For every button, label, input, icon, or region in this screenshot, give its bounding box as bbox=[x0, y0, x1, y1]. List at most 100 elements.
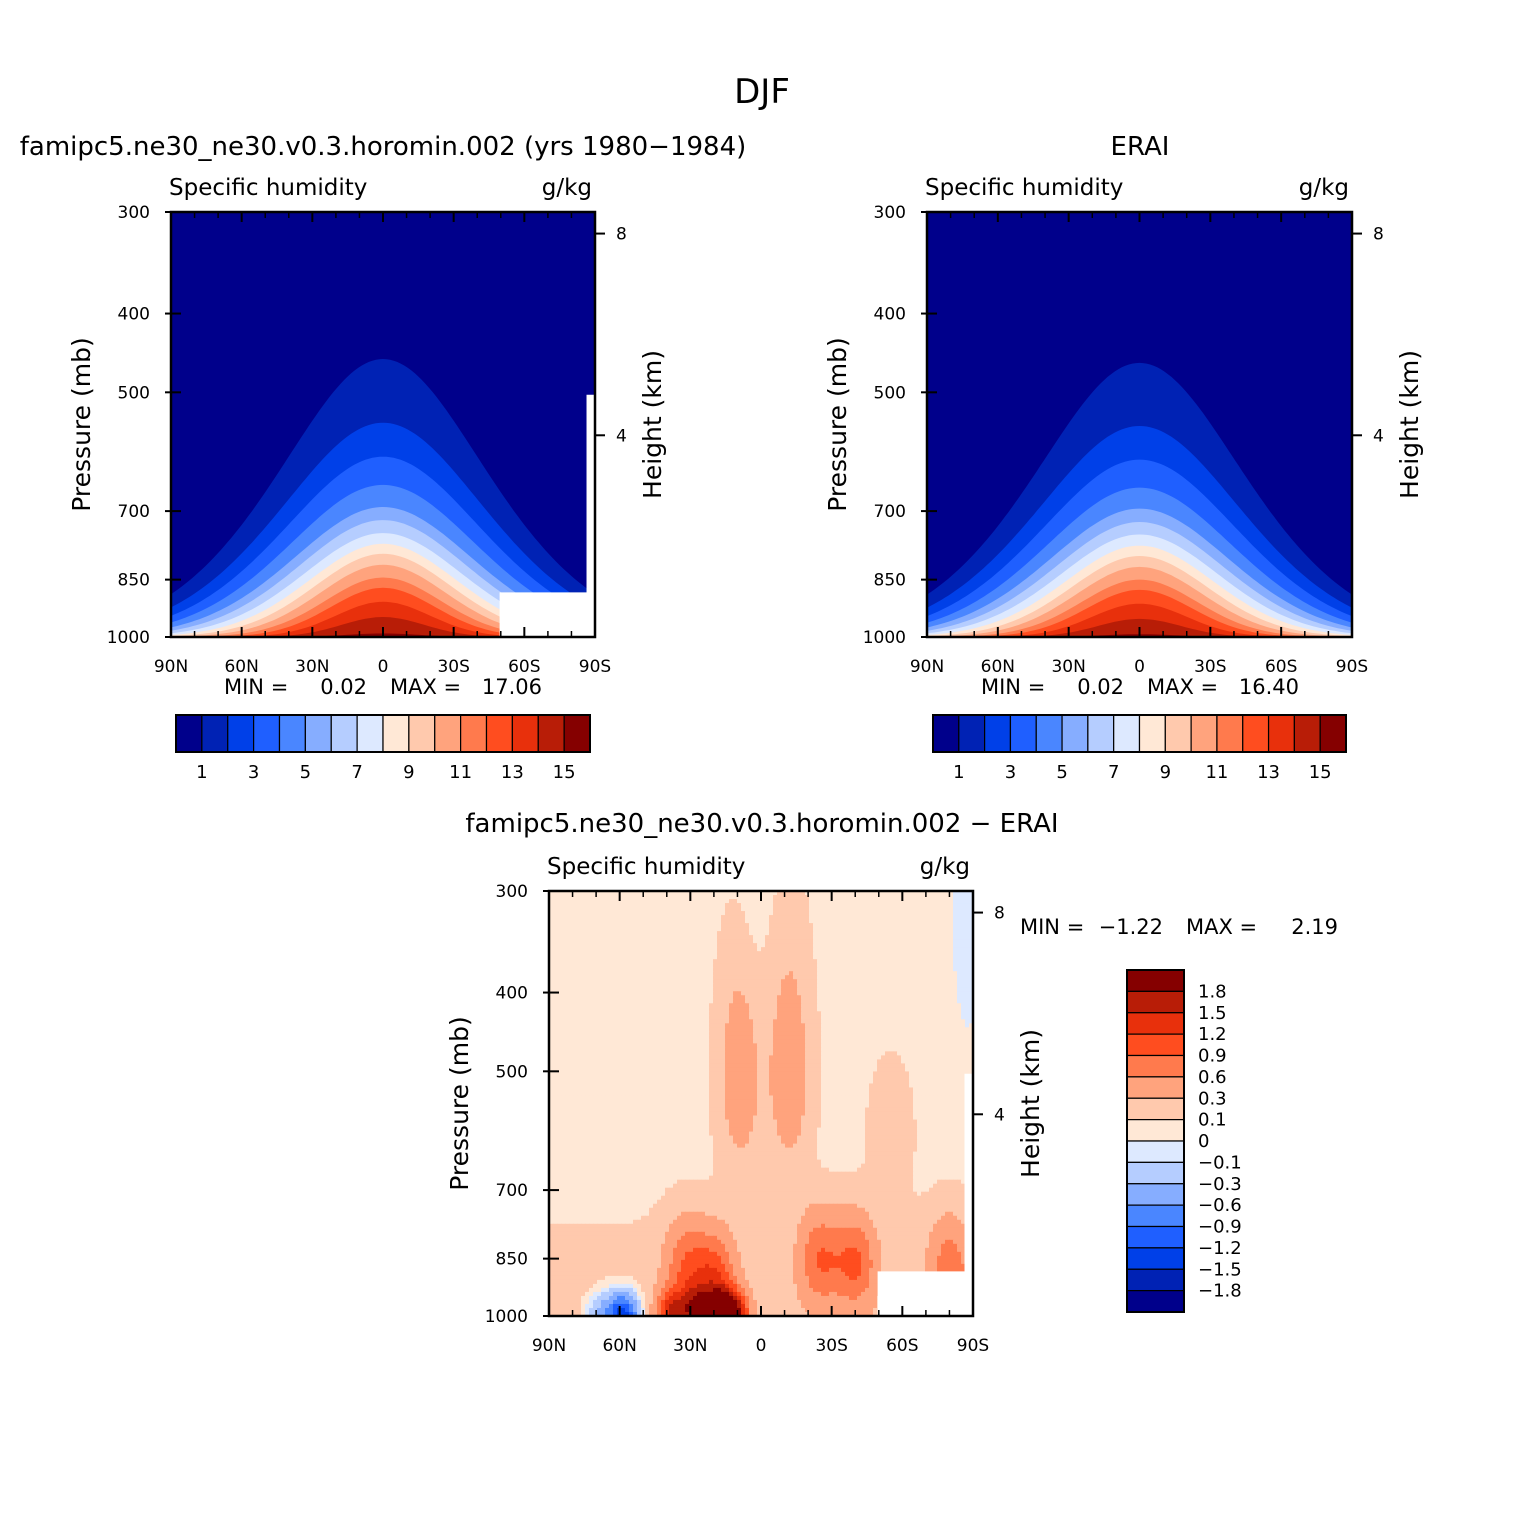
contour-cell bbox=[701, 995, 706, 1000]
contour-cell bbox=[889, 1043, 894, 1048]
contour-cell bbox=[717, 915, 722, 920]
contour-cell bbox=[557, 987, 562, 992]
contour-cell bbox=[709, 987, 714, 992]
contour-cell bbox=[933, 955, 938, 960]
contour-cell bbox=[709, 999, 714, 1004]
contour-cell bbox=[857, 979, 862, 984]
contour-cell bbox=[593, 907, 598, 912]
contour-cell bbox=[873, 1031, 878, 1036]
contour-cell bbox=[925, 907, 930, 912]
contour-cell bbox=[645, 891, 650, 896]
contour-cell bbox=[581, 931, 586, 936]
contour-cell bbox=[685, 959, 690, 964]
contour-cell bbox=[561, 927, 566, 932]
contour-cell bbox=[961, 963, 966, 968]
contour-cell bbox=[653, 911, 658, 916]
contour-cell bbox=[913, 915, 918, 920]
contour-cell bbox=[909, 927, 914, 932]
contour-cell bbox=[793, 895, 798, 900]
contour-cell bbox=[681, 1035, 686, 1040]
contour-cell bbox=[961, 895, 966, 900]
contour-cell bbox=[933, 1015, 938, 1020]
contour-cell bbox=[645, 955, 650, 960]
contour-cell bbox=[809, 955, 814, 960]
contour-cell bbox=[621, 1019, 626, 1024]
contour-cell bbox=[661, 955, 666, 960]
contour-cell bbox=[865, 1067, 870, 1072]
contour-cell bbox=[821, 899, 826, 904]
contour-cell bbox=[793, 903, 798, 908]
contour-cell bbox=[709, 979, 714, 984]
contour-cell bbox=[913, 1035, 918, 1040]
contour-cell bbox=[713, 963, 718, 968]
contour-cell bbox=[857, 943, 862, 948]
contour-cell bbox=[817, 927, 822, 932]
contour-cell bbox=[845, 1003, 850, 1008]
contour-cell bbox=[925, 995, 930, 1000]
contour-cell bbox=[589, 891, 594, 896]
contour-cell bbox=[745, 947, 750, 952]
contour-cell bbox=[957, 931, 962, 936]
contour-cell bbox=[805, 983, 810, 988]
contour-cell bbox=[725, 1067, 730, 1072]
x-tick-label: 90N bbox=[910, 657, 944, 677]
contour-cell bbox=[749, 963, 754, 968]
contour-cell bbox=[949, 1011, 954, 1016]
contour-cell bbox=[905, 891, 910, 896]
contour-cell bbox=[929, 1019, 934, 1024]
contour-cell bbox=[569, 919, 574, 924]
contour-cell bbox=[865, 1027, 870, 1032]
contour-cell bbox=[885, 1051, 890, 1056]
contour-cell bbox=[813, 1027, 818, 1032]
contour-cell bbox=[689, 1003, 694, 1008]
contour-cell bbox=[625, 911, 630, 916]
contour-cell bbox=[745, 915, 750, 920]
contour-cell bbox=[949, 923, 954, 928]
contour-cell bbox=[877, 927, 882, 932]
contour-cell bbox=[649, 1019, 654, 1024]
contour-cell bbox=[573, 951, 578, 956]
contour-cell bbox=[813, 955, 818, 960]
contour-cell bbox=[865, 907, 870, 912]
contour-cell bbox=[873, 1023, 878, 1028]
contour-cell bbox=[781, 1031, 786, 1036]
contour-cell bbox=[613, 919, 618, 924]
contour-cell bbox=[665, 907, 670, 912]
contour-cell bbox=[913, 983, 918, 988]
contour-cell bbox=[845, 1007, 850, 1012]
contour-cell bbox=[889, 907, 894, 912]
contour-cell bbox=[565, 971, 570, 976]
contour-cell bbox=[673, 943, 678, 948]
contour-cell bbox=[889, 987, 894, 992]
contour-cell bbox=[837, 1015, 842, 1020]
contour-cell bbox=[945, 1011, 950, 1016]
contour-cell bbox=[897, 1051, 902, 1056]
contour-cell bbox=[929, 919, 934, 924]
contour-cell bbox=[673, 1067, 678, 1072]
contour-cell bbox=[929, 1015, 934, 1020]
contour-cell bbox=[629, 1003, 634, 1008]
contour-cell bbox=[789, 1067, 794, 1072]
contour-cell bbox=[909, 987, 914, 992]
contour-cell bbox=[597, 1019, 602, 1024]
contour-cell bbox=[781, 979, 786, 984]
contour-cell bbox=[589, 895, 594, 900]
contour-cell bbox=[873, 955, 878, 960]
contour-cell bbox=[949, 975, 954, 980]
contour-cell bbox=[573, 983, 578, 988]
contour-cell bbox=[589, 1059, 594, 1064]
contour-cell bbox=[553, 1019, 558, 1024]
contour-cell bbox=[853, 1035, 858, 1040]
contour-cell bbox=[565, 1051, 570, 1056]
contour-cell bbox=[773, 959, 778, 964]
contour-cell bbox=[945, 903, 950, 908]
contour-cell bbox=[633, 919, 638, 924]
panel-1-max-value: 17.06 bbox=[482, 675, 542, 699]
contour-cell bbox=[777, 1039, 782, 1044]
contour-cell bbox=[681, 1047, 686, 1052]
contour-cell bbox=[565, 955, 570, 960]
contour-cell bbox=[709, 1063, 714, 1068]
contour-cell bbox=[945, 1035, 950, 1040]
contour-cell bbox=[957, 967, 962, 972]
contour-cell bbox=[789, 1011, 794, 1016]
